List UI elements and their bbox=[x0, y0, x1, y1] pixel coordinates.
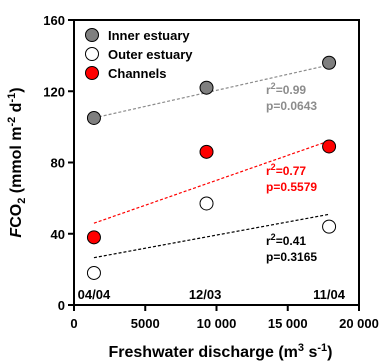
date-label: 12/03 bbox=[189, 287, 222, 302]
p-value-label: p=0.5579 bbox=[266, 180, 317, 194]
legend-marker-2 bbox=[85, 66, 99, 80]
y-tick-label: 0 bbox=[58, 298, 65, 313]
data-point-s0-0 bbox=[86, 110, 101, 125]
data-point-s2-0 bbox=[86, 230, 101, 245]
data-point-s1-1 bbox=[199, 196, 214, 211]
y-tick-label: 160 bbox=[43, 13, 65, 28]
y-tick-label: 120 bbox=[43, 84, 65, 99]
legend: Inner estuary Outer estuary Channels bbox=[85, 28, 193, 81]
regression-stats: r2=0.99 p=0.0643 r2=0.41 p=0.3165 r2=0.77 p=0… bbox=[266, 81, 317, 264]
date-label: 11/04 bbox=[313, 287, 346, 302]
data-point-s0-2 bbox=[322, 55, 337, 70]
legend-label: Inner estuary bbox=[108, 28, 190, 43]
r2-label: r2=0.99 bbox=[266, 81, 306, 97]
y-tick-label: 80 bbox=[51, 156, 65, 171]
p-value-label: p=0.0643 bbox=[266, 99, 317, 113]
data-point-s2-1 bbox=[199, 144, 214, 159]
data-point-s1-2 bbox=[322, 219, 337, 234]
legend-marker-1 bbox=[85, 47, 99, 61]
legend-marker-0 bbox=[85, 28, 99, 42]
x-tick-label: 0 bbox=[70, 316, 77, 331]
data-point-s2-2 bbox=[322, 139, 337, 154]
axis-ticks bbox=[68, 19, 360, 311]
y-tick-label: 40 bbox=[51, 227, 65, 242]
x-axis-title: Freshwater discharge (m3 s-1) bbox=[109, 342, 333, 361]
y-axis-title: FCO2 (mmol m-2 d-1) bbox=[6, 87, 28, 237]
x-tick-label: 20 000 bbox=[339, 316, 379, 331]
tick-labels: 0 5000 10 000 15 000 20 000 0 40 80 120 160 bbox=[43, 13, 379, 331]
x-tick-label: 5000 bbox=[131, 316, 160, 331]
data-point-s1-0 bbox=[86, 265, 101, 280]
x-tick-label: 10 000 bbox=[197, 316, 237, 331]
legend-label: Outer estuary bbox=[108, 47, 193, 62]
x-tick-label: 15 000 bbox=[268, 316, 308, 331]
legend-label: Channels bbox=[108, 66, 167, 81]
regression-line-2 bbox=[93, 140, 330, 224]
date-label: 04/04 bbox=[78, 287, 111, 302]
r2-label: r2=0.77 bbox=[266, 162, 306, 178]
point-labels: 04/04 12/03 11/04 bbox=[78, 287, 346, 302]
data-point-s0-1 bbox=[199, 80, 214, 95]
r2-label: r2=0.41 bbox=[266, 232, 306, 248]
p-value-label: p=0.3165 bbox=[266, 250, 317, 264]
data-points bbox=[86, 55, 337, 280]
